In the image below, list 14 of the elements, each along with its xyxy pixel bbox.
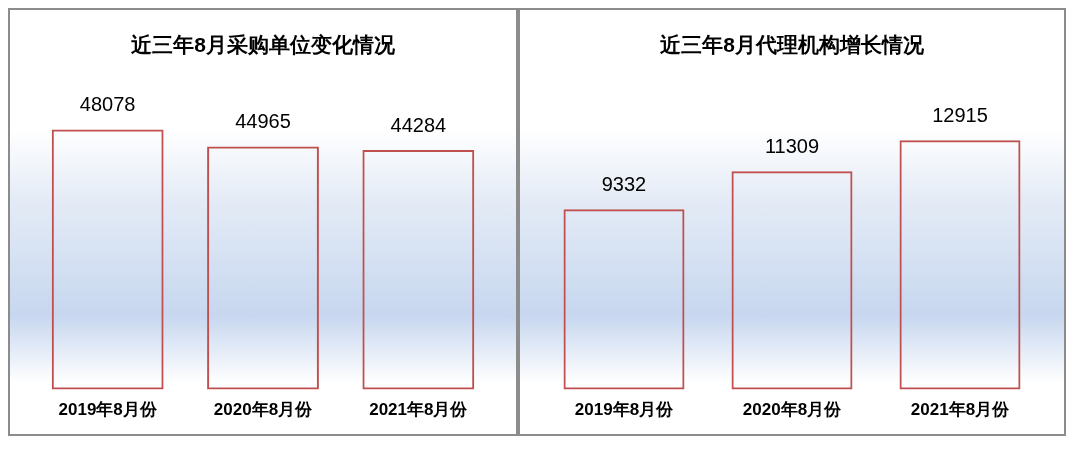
x-tick-label: 2019年8月份: [574, 400, 675, 420]
data-label: 12915: [932, 103, 988, 126]
data-label: 44284: [390, 113, 447, 136]
x-tick-label: 2021年8月份: [910, 400, 1011, 420]
data-label: 9332: [601, 172, 647, 195]
x-tick-label: 2021年8月份: [369, 400, 469, 420]
x-tick-label: 2020年8月份: [213, 400, 314, 420]
data-label: 44965: [235, 109, 291, 132]
chart-title: 近三年8月代理机构增长情况: [659, 33, 925, 57]
data-label: 11309: [764, 134, 820, 157]
x-tick-label: 2020年8月份: [742, 400, 843, 420]
chart-title: 近三年8月采购单位变化情况: [130, 33, 396, 57]
x-tick-label: 2019年8月份: [58, 400, 158, 420]
data-label: 48078: [79, 93, 136, 116]
